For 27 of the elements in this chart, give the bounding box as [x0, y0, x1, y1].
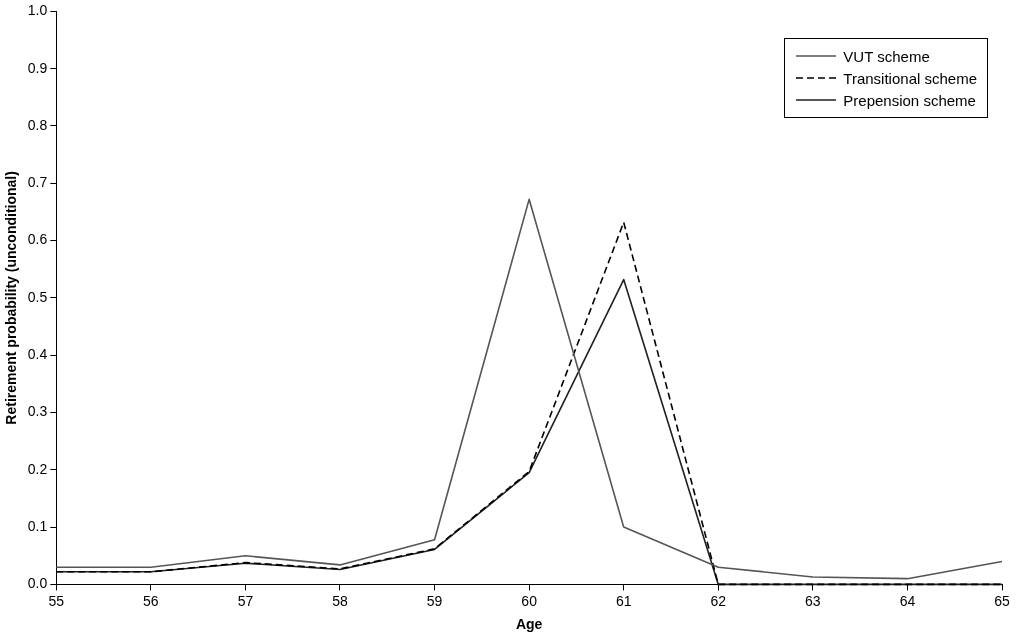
x-tick-label: 57	[237, 592, 254, 609]
legend-label: Transitional scheme	[843, 69, 977, 87]
x-tick-label: 61	[615, 592, 632, 609]
y-axis-title: Retirement probability (unconditional)	[3, 171, 20, 425]
x-tick-label: 59	[426, 592, 443, 609]
y-tick-label: 0.2	[27, 460, 48, 477]
x-tick-label: 55	[48, 592, 65, 609]
x-tick-label: 58	[332, 592, 348, 609]
legend-label: VUT scheme	[843, 47, 930, 65]
y-tick-label: 0.5	[27, 288, 48, 305]
x-tick-label: 65	[994, 592, 1010, 609]
y-tick-label: 0.3	[27, 403, 48, 420]
y-tick-label: 0.4	[27, 346, 48, 363]
y-tick-label: 0.1	[27, 517, 48, 534]
y-tick-label: 0.8	[27, 116, 48, 133]
y-tick-label: 1.0	[27, 2, 48, 19]
legend-label: Prepension scheme	[843, 91, 976, 109]
x-axis-title: Age	[515, 616, 543, 633]
x-tick-label: 62	[710, 592, 727, 609]
y-tick-label: 0.0	[27, 575, 48, 592]
y-tick-label: 0.6	[27, 231, 48, 248]
x-tick-label: 64	[899, 592, 916, 609]
x-tick-label: 63	[805, 592, 821, 609]
y-tick-label: 0.9	[27, 59, 48, 76]
x-tick-label: 56	[143, 592, 159, 609]
y-tick-label: 0.7	[27, 174, 48, 191]
x-tick-label: 60	[521, 592, 538, 609]
